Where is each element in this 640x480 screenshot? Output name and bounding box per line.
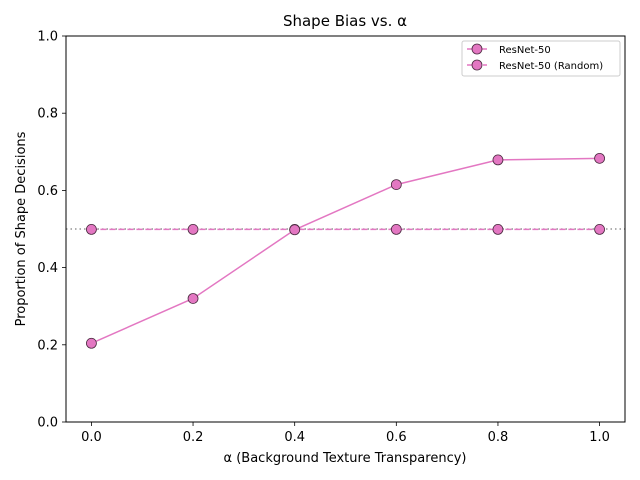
legend-label-1: ResNet-50 (Random) [499, 61, 603, 72]
y-tick-label-0: 0.0 [37, 416, 58, 431]
series-layer [86, 152, 605, 349]
y-tick-label-5: 1.0 [37, 30, 58, 45]
y-axis-label: Proportion of Shape Decisions [14, 131, 29, 326]
x-tick-label-4: 0.8 [488, 430, 509, 445]
plot-frame [65, 35, 626, 423]
series-0-point-3 [390, 179, 402, 191]
legend-label-0: ResNet-50 [499, 45, 551, 56]
legend-marker-0 [471, 43, 483, 55]
y-tick-label-1: 0.2 [37, 338, 58, 353]
series-0-point-4 [492, 154, 504, 166]
series-1-point-1 [187, 223, 199, 235]
series-1-point-4 [492, 223, 504, 235]
x-tick-label-0: 0.0 [81, 430, 102, 445]
series-1-point-0 [86, 223, 97, 235]
series-1-point-3 [390, 223, 402, 235]
x-tick-label-5: 1.0 [589, 430, 610, 445]
x-tick-label-1: 0.2 [183, 430, 204, 445]
series-0-point-1 [187, 293, 199, 304]
series-0-point-2 [289, 224, 301, 236]
chart-title: Shape Bias vs. α [283, 12, 407, 30]
x-axis-label: α (Background Texture Transparency) [224, 451, 467, 466]
y-tick-label-4: 0.8 [37, 107, 58, 122]
x-tick-label-2: 0.4 [284, 430, 305, 445]
y-axis: 0.0 0.2 0.4 0.6 0.8 1.0 [37, 30, 66, 431]
series-1-point-5 [594, 223, 605, 235]
series-0-point-5 [594, 152, 605, 164]
x-tick-label-3: 0.6 [386, 430, 407, 445]
y-tick-label-2: 0.4 [37, 261, 58, 276]
series-line-0 [91, 157, 600, 344]
y-tick-label-3: 0.6 [37, 184, 58, 199]
x-axis: 0.0 0.2 0.4 0.6 0.8 1.0 [81, 422, 610, 445]
legend: ResNet-50 ResNet-50 (Random) [461, 40, 621, 77]
series-0-point-0 [86, 337, 97, 349]
legend-box [461, 40, 621, 77]
legend-marker-1 [471, 59, 483, 71]
